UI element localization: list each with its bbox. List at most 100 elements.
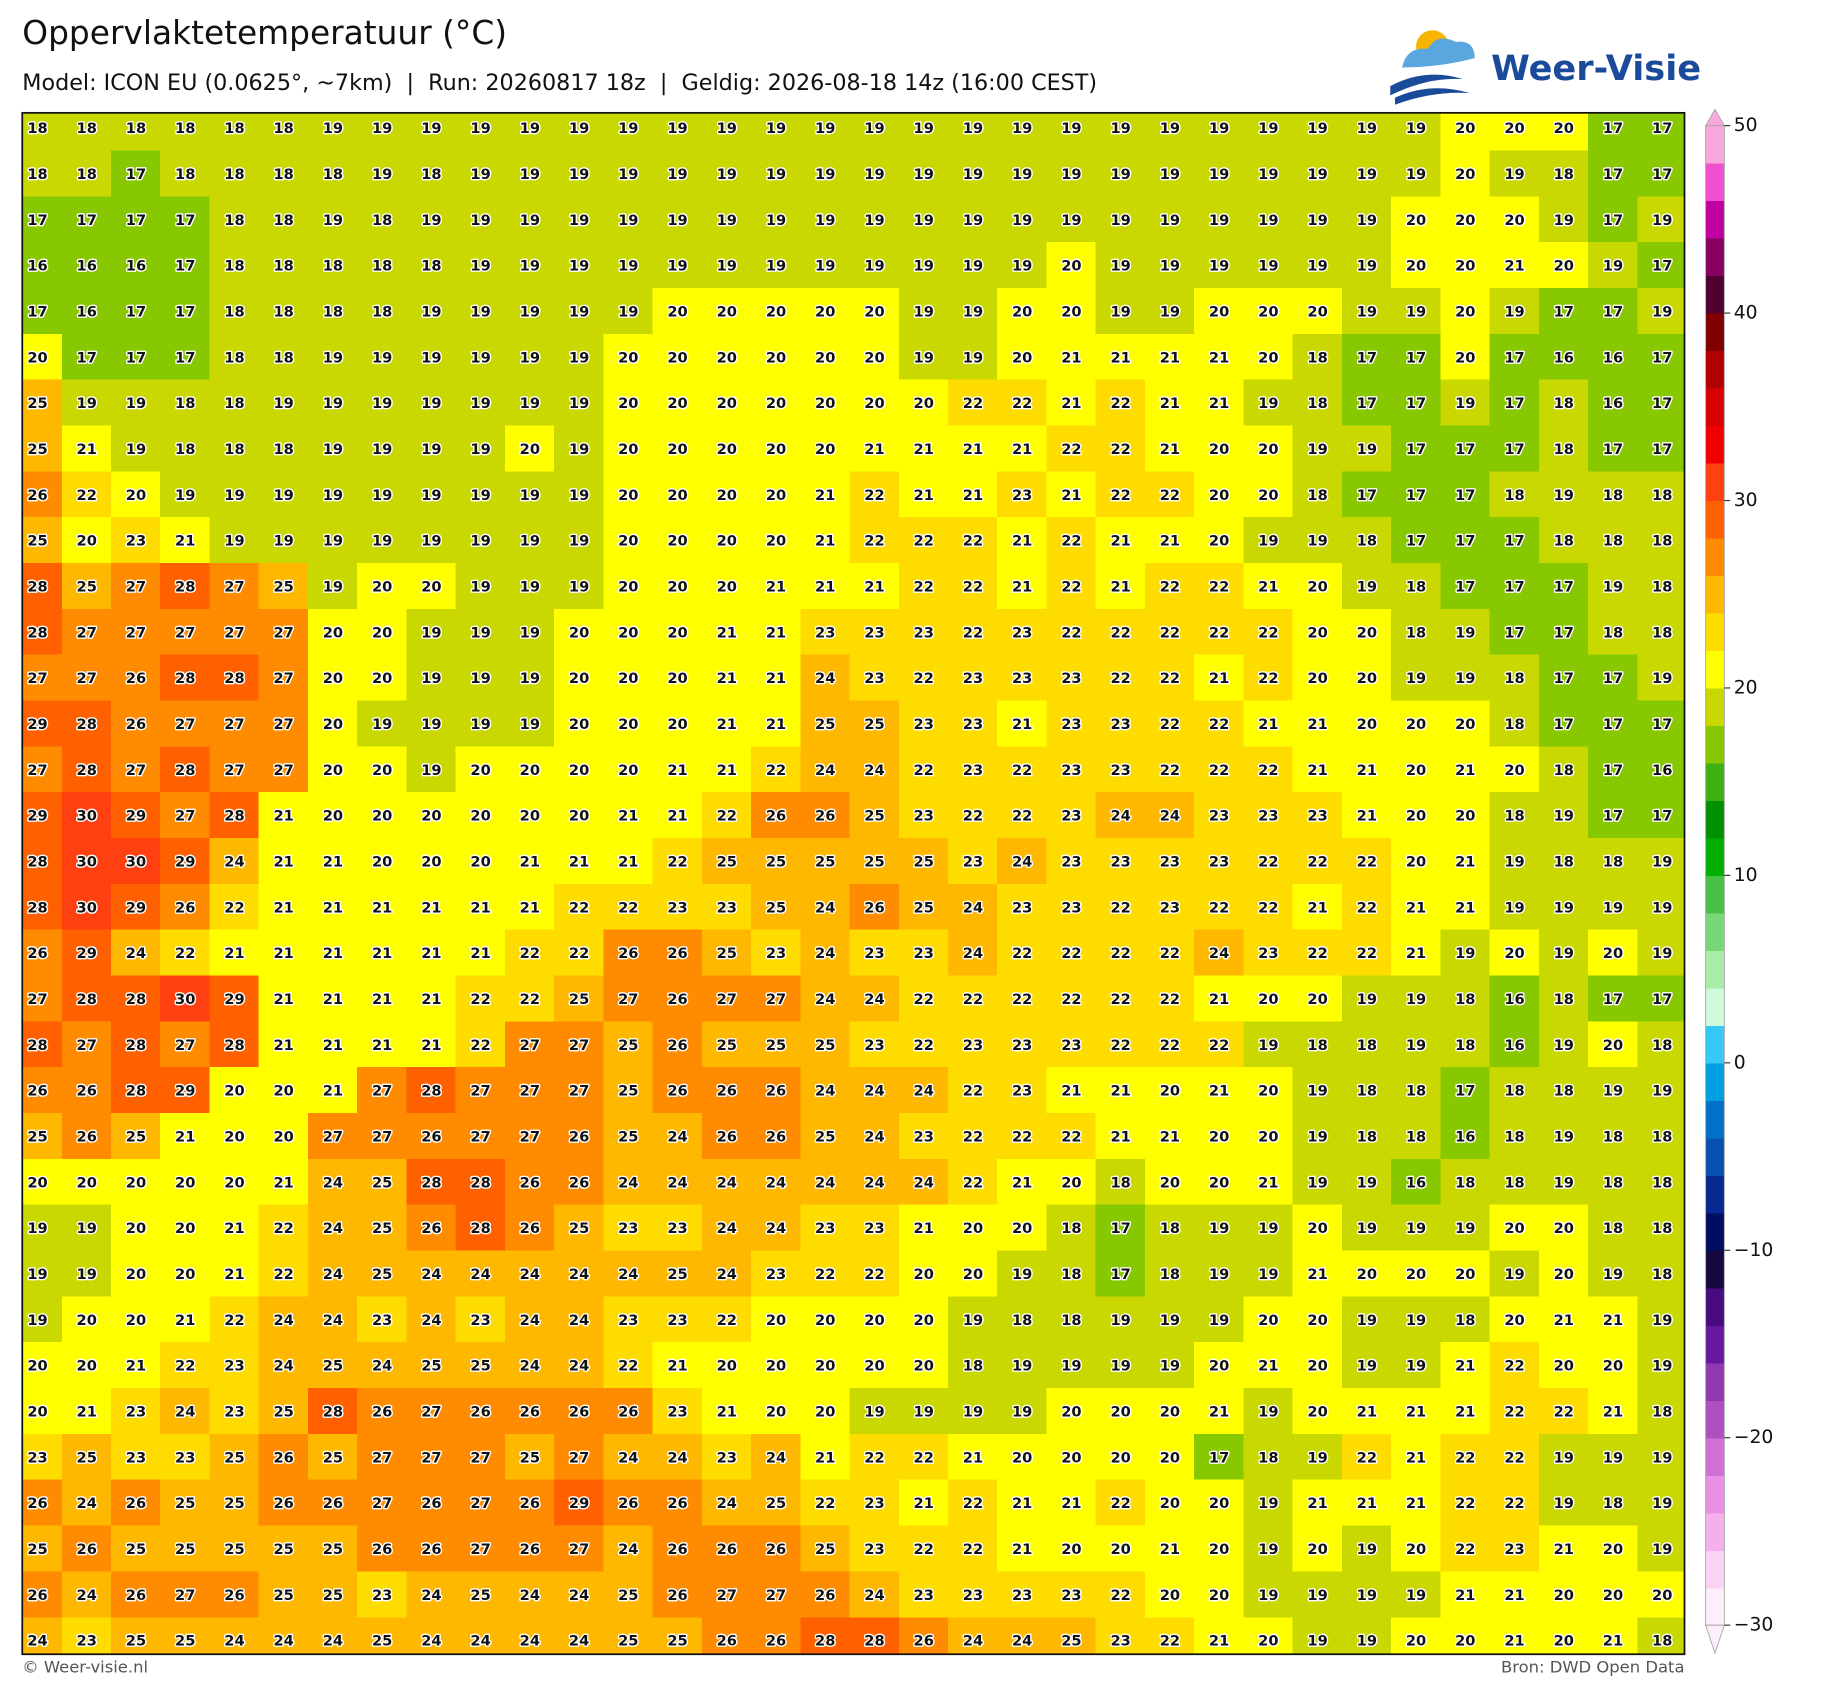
temperature-label: 26 <box>421 1541 441 1558</box>
temperature-label: 21 <box>1603 1633 1623 1650</box>
temperature-label: 26 <box>421 1129 441 1146</box>
temperature-label: 19 <box>470 120 490 137</box>
temperature-cell <box>997 792 1048 840</box>
colorbar-level <box>1705 612 1725 652</box>
temperature-cell <box>1292 333 1344 382</box>
temperature-cell <box>357 700 408 748</box>
temperature-label: 19 <box>1406 1312 1426 1329</box>
colorbar-level <box>1705 1587 1725 1626</box>
temperature-cell <box>1538 746 1590 794</box>
temperature-cell <box>849 883 901 932</box>
temperature-cell <box>1637 700 1685 748</box>
temperature-cell <box>455 379 507 427</box>
temperature-label: 20 <box>1209 1495 1229 1512</box>
temperature-label: 19 <box>1652 854 1672 871</box>
temperature-label: 18 <box>1307 349 1327 366</box>
temperature-label: 21 <box>1160 1129 1180 1146</box>
temperature-cell <box>1194 700 1245 748</box>
temperature-cell <box>406 1342 458 1390</box>
temperature-label: 30 <box>77 899 97 916</box>
temperature-cell <box>160 112 211 152</box>
temperature-label: 27 <box>520 1129 540 1146</box>
temperature-cell <box>1095 929 1147 977</box>
temperature-label: 19 <box>1406 304 1426 321</box>
temperature-label: 18 <box>1652 624 1672 641</box>
temperature-label: 26 <box>27 945 47 962</box>
temperature-cell <box>307 746 359 794</box>
temperature-label: 19 <box>914 304 934 321</box>
temperature-label: 22 <box>1061 579 1081 596</box>
temperature-label: 24 <box>77 1495 97 1512</box>
temperature-cell <box>307 1617 359 1655</box>
temperature-cell <box>554 242 605 290</box>
temperature-label: 19 <box>372 120 392 137</box>
temperature-cell <box>554 150 605 198</box>
temperature-cell <box>1637 654 1685 702</box>
temperature-cell <box>1144 975 1196 1023</box>
temperature-label: 19 <box>1160 120 1180 137</box>
temperature-label: 18 <box>1652 487 1672 504</box>
temperature-label: 22 <box>1160 1037 1180 1054</box>
temperature-label: 27 <box>126 624 146 641</box>
temperature-cell <box>1440 1021 1491 1069</box>
temperature-label: 19 <box>323 487 343 504</box>
temperature-label: 19 <box>815 212 835 229</box>
temperature-cell <box>1144 608 1196 657</box>
temperature-cell <box>1194 1158 1245 1207</box>
temperature-cell <box>997 112 1048 152</box>
temperature-label: 21 <box>1307 716 1327 733</box>
temperature-label: 18 <box>1652 533 1672 550</box>
temperature-cell <box>1292 1388 1344 1436</box>
temperature-cell <box>652 1296 704 1344</box>
temperature-cell <box>898 1342 950 1390</box>
temperature-cell <box>997 1571 1048 1619</box>
temperature-label: 25 <box>224 1541 244 1558</box>
temperature-cell <box>898 150 950 198</box>
temperature-cell <box>997 471 1048 519</box>
temperature-cell <box>1243 929 1295 977</box>
temperature-cell <box>1341 838 1393 886</box>
temperature-label: 25 <box>77 1449 97 1466</box>
temperature-label: 20 <box>667 441 687 458</box>
temperature-cell <box>307 196 359 244</box>
temperature-label: 27 <box>273 670 293 687</box>
temperature-label: 25 <box>667 1266 687 1283</box>
temperature-label: 19 <box>1652 670 1672 687</box>
temperature-cell <box>1046 746 1098 794</box>
temperature-label: 23 <box>470 1312 490 1329</box>
temperature-label: 20 <box>77 1312 97 1329</box>
colorbar-level <box>1705 725 1725 764</box>
temperature-cell <box>1637 112 1685 152</box>
temperature-label: 20 <box>864 1358 884 1375</box>
temperature-cell <box>603 1067 654 1115</box>
temperature-label: 23 <box>1061 854 1081 871</box>
temperature-label: 20 <box>1455 1633 1475 1650</box>
temperature-label: 20 <box>1258 441 1278 458</box>
temperature-label: 19 <box>667 166 687 183</box>
temperature-label: 19 <box>1455 1220 1475 1237</box>
temperature-cell <box>1194 471 1245 519</box>
temperature-label: 20 <box>1455 1266 1475 1283</box>
temperature-label: 27 <box>470 1129 490 1146</box>
colorbar-level <box>1705 1287 1725 1326</box>
temperature-label: 19 <box>914 212 934 229</box>
temperature-label: 22 <box>1258 762 1278 779</box>
temperature-label: 17 <box>1554 716 1574 733</box>
temperature-label: 24 <box>815 762 835 779</box>
temperature-cell <box>800 471 851 519</box>
temperature-cell <box>1046 1158 1098 1207</box>
colorbar-level <box>1705 500 1725 539</box>
temperature-label: 27 <box>766 1587 786 1604</box>
temperature-cell <box>1391 1250 1442 1298</box>
temperature-label: 23 <box>914 624 934 641</box>
temperature-cell <box>455 1296 507 1344</box>
temperature-label: 19 <box>1357 1358 1377 1375</box>
colorbar-level <box>1705 1550 1725 1589</box>
temperature-label: 16 <box>126 258 146 275</box>
temperature-cell <box>406 929 458 977</box>
temperature-label: 20 <box>618 670 638 687</box>
temperature-label: 21 <box>1455 1358 1475 1375</box>
temperature-cell <box>1391 1342 1442 1390</box>
temperature-label: 22 <box>1258 624 1278 641</box>
